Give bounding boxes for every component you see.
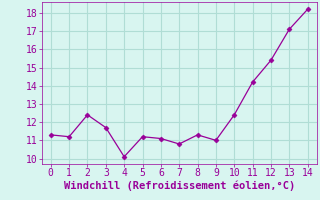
X-axis label: Windchill (Refroidissement éolien,°C): Windchill (Refroidissement éolien,°C): [64, 181, 295, 191]
